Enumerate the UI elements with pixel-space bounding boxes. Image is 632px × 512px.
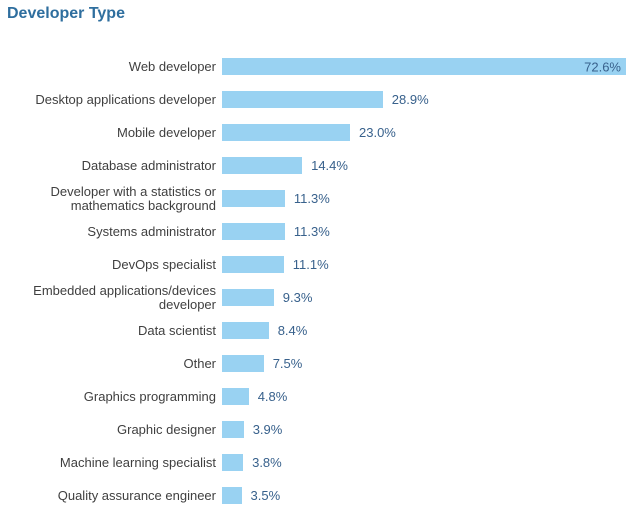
bar (222, 454, 244, 471)
bar-track: 3.9% (222, 421, 626, 438)
bar-track: 4.8% (222, 388, 626, 405)
category-label: Quality assurance engineer (57, 487, 216, 503)
chart-row: Graphics programming 4.8% (0, 380, 632, 413)
value-label: 11.3% (293, 191, 330, 206)
chart-row: Graphic designer 3.9% (0, 413, 632, 446)
value-label: 9.3% (282, 290, 313, 305)
bar (222, 487, 242, 504)
bar-track: 11.3% (222, 190, 626, 207)
category-label: Embedded applications/devices developer (33, 282, 216, 312)
bar-track: 9.3% (222, 289, 626, 306)
bar-chart: Web developer 72.6% Desktop applications… (0, 50, 632, 512)
bar-track: 23.0% (222, 124, 626, 141)
bar-track: 11.1% (222, 256, 626, 273)
value-label: 23.0% (359, 125, 396, 140)
category-label: Other (183, 355, 216, 371)
value-label: 28.9% (391, 92, 429, 107)
bar-track: 3.8% (222, 454, 626, 471)
chart-row: Data scientist 8.4% (0, 314, 632, 347)
bar (222, 388, 249, 405)
chart-row: Embedded applications/devices developer … (0, 281, 632, 314)
bar (222, 124, 350, 141)
category-label: Graphics programming (83, 388, 216, 404)
chart-row: Systems administrator 11.3% (0, 215, 632, 248)
bar-track: 72.6% (222, 58, 626, 75)
category-label: Machine learning specialist (59, 454, 216, 470)
value-label: 11.3% (293, 224, 330, 239)
value-label: 3.5% (250, 488, 281, 503)
category-label: Developer with a statistics or mathemati… (50, 183, 216, 213)
value-label: 8.4% (277, 323, 308, 338)
chart-row: Mobile developer 23.0% (0, 116, 632, 149)
value-label: 14.4% (311, 158, 348, 173)
category-label: Desktop applications developer (35, 91, 216, 107)
bar (222, 322, 269, 339)
value-label: 3.9% (252, 422, 283, 437)
chart-row: DevOps specialist 11.1% (0, 248, 632, 281)
bar-track: 7.5% (222, 355, 626, 372)
value-label: 72.6% (584, 59, 621, 74)
bar (222, 289, 274, 306)
value-label: 3.8% (252, 455, 282, 470)
chart-row: Machine learning specialist 3.8% (0, 446, 632, 479)
value-label: 4.8% (257, 389, 288, 404)
chart-row: Database administrator 14.4% (0, 149, 632, 182)
chart-row: Other 7.5% (0, 347, 632, 380)
bar: 72.6% (222, 58, 626, 75)
bar-track: 28.9% (222, 91, 626, 108)
bar (222, 355, 264, 372)
bar (222, 421, 244, 438)
bar-track: 14.4% (222, 157, 626, 174)
value-label: 11.1% (292, 257, 329, 272)
category-label: Web developer (128, 58, 216, 74)
chart-row: Quality assurance engineer 3.5% (0, 479, 632, 512)
bar (222, 223, 285, 240)
chart-row: Desktop applications developer 28.9% (0, 83, 632, 116)
bar-track: 3.5% (222, 487, 626, 504)
category-label: Mobile developer (116, 124, 216, 140)
bar-track: 11.3% (222, 223, 626, 240)
category-label: Graphic designer (117, 421, 216, 437)
page-title: Developer Type (7, 5, 125, 22)
category-label: Database administrator (81, 157, 216, 173)
chart-row: Developer with a statistics or mathemati… (0, 182, 632, 215)
category-label: Systems administrator (87, 223, 216, 239)
value-label: 7.5% (272, 356, 303, 371)
bar (222, 256, 284, 273)
bar (222, 91, 383, 108)
chart-row: Web developer 72.6% (0, 50, 632, 83)
category-label: Data scientist (137, 322, 216, 338)
category-label: DevOps specialist (111, 256, 216, 272)
bar-track: 8.4% (222, 322, 626, 339)
bar (222, 157, 303, 174)
bar (222, 190, 285, 207)
